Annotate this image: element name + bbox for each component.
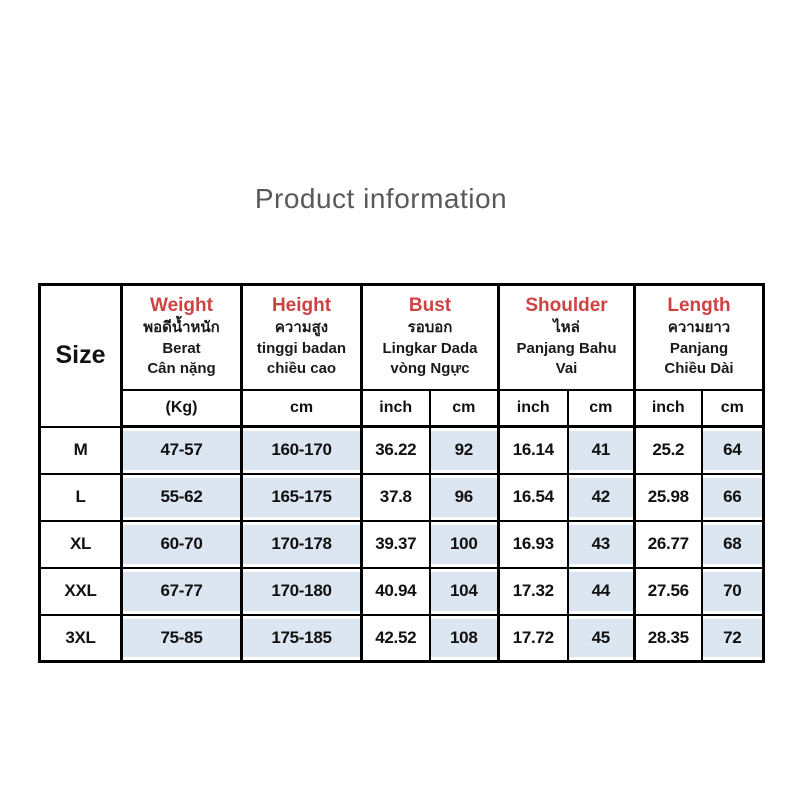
col-label-length: Length xyxy=(667,295,731,317)
unit-bust-inch: inch xyxy=(360,388,431,428)
col-sub-bust-vi: vòng Ngực xyxy=(390,360,470,378)
col-sub-shoulder-vi: Vai xyxy=(555,360,578,378)
cell-weight: 55-62 xyxy=(120,472,243,522)
cell-length-inch: 25.98 xyxy=(633,472,703,522)
cell-bust-inch: 36.22 xyxy=(360,425,431,475)
unit-shoulder-cm: cm xyxy=(566,388,636,428)
col-header-bust: Bust รอบอก Lingkar Dada vòng Ngực xyxy=(360,283,500,391)
cell-height: 160-170 xyxy=(240,425,363,475)
unit-height: cm xyxy=(240,388,363,428)
size-label: L xyxy=(38,472,123,522)
cell-length-inch: 25.2 xyxy=(633,425,703,475)
cell-weight: 75-85 xyxy=(120,613,243,663)
col-header-weight: Weight พอดีน้ำหนัก Berat Cân nặng xyxy=(120,283,243,391)
cell-shoulder-cm: 45 xyxy=(566,613,636,663)
cell-shoulder-inch: 16.14 xyxy=(497,425,569,475)
size-label: XXL xyxy=(38,566,123,616)
col-header-shoulder: Shoulder ไหล่ Panjang Bahu Vai xyxy=(496,283,636,391)
cell-length-inch: 26.77 xyxy=(633,519,703,569)
cell-length-inch: 28.35 xyxy=(633,613,703,663)
table-header-row: Size Weight พอดีน้ำหนัก Berat Cân nặng H… xyxy=(38,283,765,428)
cell-length-cm: 72 xyxy=(700,613,765,663)
cell-shoulder-cm: 41 xyxy=(566,425,636,475)
size-chart-table: Size Weight พอดีน้ำหนัก Berat Cân nặng H… xyxy=(38,283,766,663)
size-label: M xyxy=(38,425,123,475)
size-header-cell: Size xyxy=(38,283,123,428)
cell-length-cm: 68 xyxy=(700,519,765,569)
col-header-length: Length ความยาว Panjang Chiều Dài xyxy=(633,283,765,391)
size-label: 3XL xyxy=(38,613,123,663)
cell-height: 170-180 xyxy=(240,566,363,616)
cell-bust-cm: 100 xyxy=(428,519,500,569)
cell-bust-cm: 104 xyxy=(428,566,500,616)
col-sub-bust-th: รอบอก xyxy=(407,319,453,337)
table-row-m: M 47-57 160-170 36.22 92 16.14 41 25.2 6… xyxy=(38,425,765,475)
cell-bust-inch: 42.52 xyxy=(360,613,431,663)
cell-height: 170-178 xyxy=(240,519,363,569)
page-title: Product information xyxy=(254,183,508,214)
unit-weight: (Kg) xyxy=(120,388,243,428)
col-label-shoulder: Shoulder xyxy=(525,295,608,317)
col-sub-height-vi: chiều cao xyxy=(266,360,337,378)
table-row-l: L 55-62 165-175 37.8 96 16.54 42 25.98 6… xyxy=(38,472,765,522)
unit-length-inch: inch xyxy=(633,388,703,428)
table-row-3xl: 3XL 75-85 175-185 42.52 108 17.72 45 28.… xyxy=(38,613,765,663)
col-sub-bust-id: Lingkar Dada xyxy=(382,339,478,357)
col-sub-height-id: tinggi badan xyxy=(256,339,347,357)
unit-shoulder-inch: inch xyxy=(497,388,569,428)
cell-weight: 60-70 xyxy=(120,519,243,569)
table-row-xl: XL 60-70 170-178 39.37 100 16.93 43 26.7… xyxy=(38,519,765,569)
cell-bust-inch: 39.37 xyxy=(360,519,431,569)
cell-length-inch: 27.56 xyxy=(633,566,703,616)
cell-shoulder-inch: 17.72 xyxy=(497,613,569,663)
col-sub-weight-vi: Cân nặng xyxy=(147,360,216,378)
cell-weight: 67-77 xyxy=(120,566,243,616)
col-sub-weight-th: พอดีน้ำหนัก xyxy=(143,319,220,337)
unit-length-cm: cm xyxy=(700,388,765,428)
cell-length-cm: 70 xyxy=(700,566,765,616)
col-label-weight: Weight xyxy=(150,295,213,317)
cell-shoulder-inch: 17.32 xyxy=(497,566,569,616)
unit-bust-cm: cm xyxy=(428,388,500,428)
cell-shoulder-inch: 16.54 xyxy=(497,472,569,522)
cell-bust-cm: 92 xyxy=(428,425,500,475)
cell-bust-inch: 37.8 xyxy=(360,472,431,522)
cell-weight: 47-57 xyxy=(120,425,243,475)
cell-length-cm: 64 xyxy=(700,425,765,475)
col-label-bust: Bust xyxy=(408,295,452,317)
cell-bust-inch: 40.94 xyxy=(360,566,431,616)
col-header-height: Height ความสูง tinggi badan chiều cao xyxy=(240,283,363,391)
col-label-height: Height xyxy=(271,295,332,317)
cell-height: 165-175 xyxy=(240,472,363,522)
col-sub-shoulder-th: ไหล่ xyxy=(553,319,580,337)
cell-shoulder-inch: 16.93 xyxy=(497,519,569,569)
cell-shoulder-cm: 43 xyxy=(566,519,636,569)
cell-height: 175-185 xyxy=(240,613,363,663)
col-sub-length-th: ความยาว xyxy=(667,319,731,337)
col-sub-height-th: ความสูง xyxy=(274,319,329,337)
cell-bust-cm: 108 xyxy=(428,613,500,663)
table-row-xxl: XXL 67-77 170-180 40.94 104 17.32 44 27.… xyxy=(38,566,765,616)
cell-shoulder-cm: 44 xyxy=(566,566,636,616)
units-row: (Kg) cm inch cm inch cm inch cm xyxy=(40,388,765,428)
col-sub-length-vi: Chiều Dài xyxy=(664,360,734,378)
cell-shoulder-cm: 42 xyxy=(566,472,636,522)
col-sub-shoulder-id: Panjang Bahu xyxy=(516,339,617,357)
col-sub-length-id: Panjang xyxy=(669,339,729,357)
size-label: XL xyxy=(38,519,123,569)
cell-bust-cm: 96 xyxy=(428,472,500,522)
cell-length-cm: 66 xyxy=(700,472,765,522)
col-sub-weight-id: Berat xyxy=(162,339,201,357)
